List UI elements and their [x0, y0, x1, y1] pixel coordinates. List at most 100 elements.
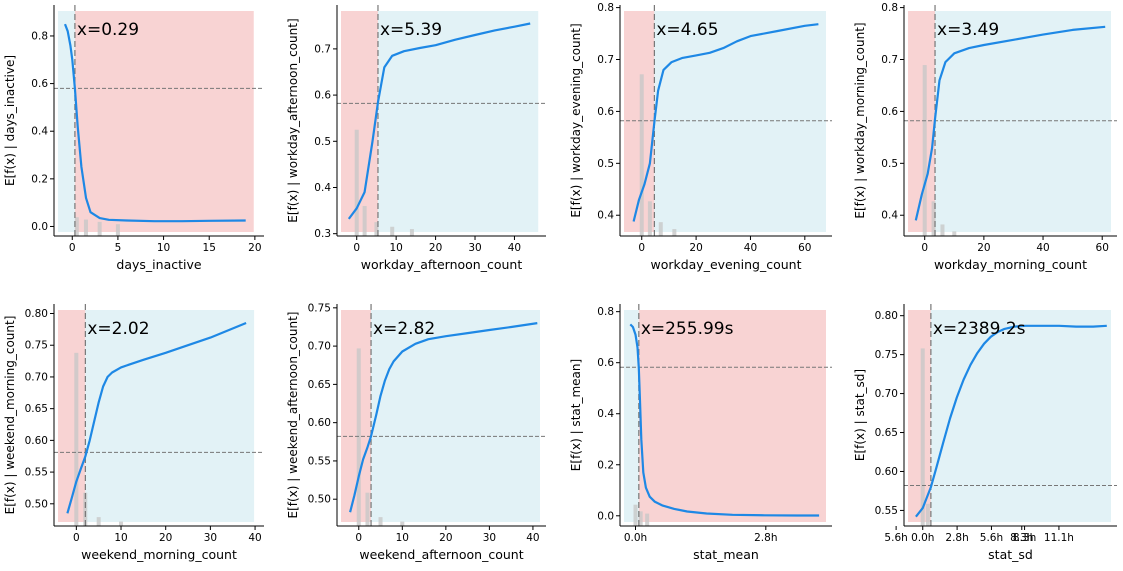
y-axis-label: E[f(x) | workday_morning_count] [853, 22, 867, 218]
region-right [654, 11, 826, 232]
chart-panel-5: 0 10 20 30 40 0.50 0.55 0.60 0.65 0.70 0.75 0.80 wee… [3, 304, 264, 562]
x-tick-label: 2.8h [754, 532, 777, 544]
region-left [58, 11, 75, 232]
region-right [377, 11, 539, 232]
histogram-bar [356, 348, 361, 526]
series-line [915, 324, 1107, 518]
y-tick-label: 0.8 [597, 306, 614, 318]
chart-panel-1: 0 5 10 15 20 0.0 0.2 0.4 0.6 0.8 days_inactive E[f(… [3, 5, 264, 272]
x-tick-label: 5.6h [980, 532, 1003, 544]
x-axis-label: days_inactive [116, 257, 201, 272]
y-tick-label: 0.7 [881, 54, 898, 66]
x-axis-label: weekend_afternoon_count [359, 547, 523, 562]
histogram-bar [940, 224, 945, 236]
y-tick-label: 0.75 [25, 340, 48, 352]
y-tick-label: 0.75 [308, 302, 331, 314]
series-line [349, 322, 538, 513]
histogram-bar [639, 74, 644, 236]
x-axis-label: workday_afternoon_count [361, 257, 523, 272]
histogram-bar [115, 224, 120, 236]
y-tick-label: 0.5 [881, 158, 898, 170]
series-line [347, 22, 531, 220]
x-tick-label: 0 [921, 242, 928, 254]
y-tick-label: 0.55 [308, 455, 331, 467]
region-left [624, 11, 655, 232]
y-tick-label: 0.75 [875, 349, 898, 361]
y-tick-label: 0.5 [314, 136, 331, 148]
y-tick-label: 0.8 [597, 2, 614, 14]
x-tick-label: 20 [689, 242, 702, 254]
y-axis-label: E[f(x) | workday_evening_count] [569, 23, 583, 217]
region-left [341, 11, 378, 232]
series-line [632, 23, 819, 222]
y-axis-label: E[f(x) | workday_afternoon_count] [286, 18, 300, 222]
histogram-bar [74, 217, 79, 236]
y-tick-label: 0.65 [308, 379, 331, 391]
x-tick-label: 15 [203, 242, 216, 254]
y-tick-label: 0.80 [25, 308, 48, 320]
x-tick-label: 0.0h [911, 532, 934, 544]
x-tick-label: 10 [389, 242, 402, 254]
x-tick-label: 0 [353, 242, 360, 254]
x-tick-label: 0 [355, 532, 362, 544]
y-tick-label: 0.8 [31, 30, 48, 42]
y-tick-label: 0.70 [25, 371, 48, 383]
y-tick-label: 0.70 [308, 341, 331, 353]
y-tick-label: 0.7 [314, 43, 331, 55]
histogram-bar [374, 222, 379, 236]
x-tick-label: 20 [159, 532, 172, 544]
histogram-bar [365, 492, 370, 526]
threshold-annotation: x=3.49 [937, 20, 999, 40]
x-tick-label: 40 [744, 242, 757, 254]
y-axis-label: E[f(x) | stat_mean] [569, 359, 583, 471]
x-tick-label: 30 [204, 532, 217, 544]
x-tick-label: 60 [1096, 242, 1109, 254]
histogram-bar [97, 221, 102, 236]
y-axis-label: E[f(x) | stat_sd] [853, 369, 867, 461]
histogram-bar [74, 352, 79, 526]
y-tick-label: 0.55 [875, 505, 898, 517]
threshold-annotation: x=2389.2s [933, 319, 1026, 339]
histogram-bar [658, 222, 663, 236]
y-tick-label: 0.0 [597, 510, 614, 522]
chart-panel-2: 0 10 20 30 40 0.3 0.4 0.5 0.6 0.7 workday_afternoo… [286, 5, 546, 272]
histogram-bar [922, 65, 927, 236]
x-tick-label: 5.6h [884, 532, 907, 544]
x-tick-label: 0 [73, 532, 80, 544]
y-tick-label: 0.55 [25, 467, 48, 479]
region-left [624, 310, 639, 522]
y-tick-label: 0.60 [308, 417, 331, 429]
histogram-bar [400, 521, 405, 526]
y-tick-label: 0.2 [597, 459, 614, 471]
y-tick-label: 0.70 [875, 388, 898, 400]
x-tick-label: 11.1h [1044, 532, 1074, 544]
y-tick-label: 0.0 [31, 221, 48, 233]
chart-panel-3: 0 20 40 60 0.4 0.5 0.6 0.7 0.8 workday_evening_co… [569, 2, 832, 272]
y-tick-label: 0.6 [314, 90, 331, 102]
threshold-annotation: x=2.82 [373, 319, 435, 339]
histogram-bar [952, 231, 957, 236]
y-tick-label: 0.4 [597, 408, 614, 420]
histogram-bar [354, 129, 359, 236]
x-tick-label: 40 [508, 242, 521, 254]
region-right [935, 11, 1111, 232]
x-axis-label: stat_sd [988, 547, 1033, 562]
x-tick-label: 30 [483, 532, 496, 544]
series-line [66, 321, 247, 514]
x-tick-label: 20 [429, 242, 442, 254]
x-tick-label: 30 [468, 242, 481, 254]
region-right [74, 11, 254, 232]
y-tick-label: 0.2 [31, 173, 48, 185]
y-tick-label: 0.4 [881, 210, 898, 222]
chart-panel-4: 0 20 40 60 0.4 0.5 0.6 0.7 0.8 workday_morning_co… [853, 2, 1117, 272]
y-tick-label: 0.4 [597, 210, 614, 222]
y-tick-label: 0.50 [25, 498, 48, 510]
y-tick-label: 0.3 [314, 228, 331, 240]
x-tick-label: 10 [157, 242, 170, 254]
histogram-bar [83, 492, 88, 526]
region-left [58, 310, 86, 522]
histogram-bar [647, 201, 652, 236]
x-tick-label: 40 [1036, 242, 1049, 254]
y-tick-label: 0.60 [875, 466, 898, 478]
histogram-bar [633, 504, 638, 526]
